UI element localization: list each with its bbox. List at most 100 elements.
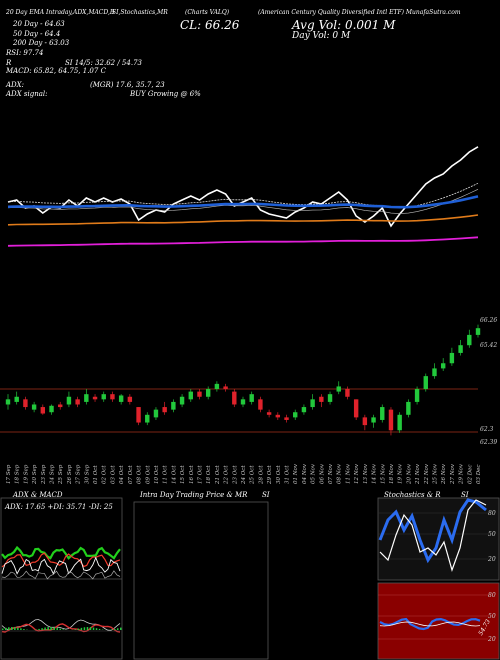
date-tick-label: 17 Sep [6,464,12,484]
candle-body [293,412,298,418]
buy-signal: BUY Growing @ 6% [130,90,201,98]
candle-body [362,417,368,426]
date-tick-label: 26 Nov [441,463,447,485]
adx-panel-title: ADX & MACD [13,491,63,499]
date-tick-label: 26 Sep [67,464,73,485]
macd-histogram-bar [17,627,19,630]
macd-histogram-bar [14,627,16,630]
candle-body [153,409,159,418]
candle-body [49,405,54,413]
candle-body [475,328,481,335]
price-line [7,146,479,228]
ema100-line [7,214,479,226]
date-tick-label: 29 Oct [267,465,273,485]
candle-body [31,404,37,410]
candle-body [319,396,324,402]
header-line1-name: (American Century Quality Diversified In… [258,9,461,16]
candle-body [240,399,246,405]
candle-body [310,399,315,408]
date-tick-label: 27 Sep [76,464,82,485]
date-tick-label: 18 Nov [389,463,395,484]
stoch-level-50: 50 [488,531,496,538]
macd-histogram-bar [11,627,13,630]
macd-histogram-bar [83,627,86,630]
macd-histogram-bar [41,628,43,630]
price-label-low: 62.39 [480,439,498,446]
header-line1-chart: (Charts VALQ) [185,9,230,16]
date-tick-label: 02 Oct [102,465,108,484]
adx-line [1,556,121,575]
date-tick-label: 14 Oct [171,465,177,484]
adx-signal-label: ADX signal: [6,90,48,98]
date-tick-label: 28 Oct [258,465,264,485]
macd-histogram-bar [20,628,22,630]
ma20-label: 20 Day - 64.63 [13,20,65,28]
date-tick-label: 13 Nov [363,463,369,484]
date-tick-label: 04 Nov [302,463,308,484]
date-tick-label: 07 Oct [128,465,134,484]
candle-body [118,395,124,402]
ma50-label: 50 Day - 64.4 [13,30,61,38]
candle-body [371,417,376,423]
candle-body [345,389,350,397]
macd-histogram-bar [53,627,55,630]
macd-histogram-bar [2,628,4,630]
date-tick-label: 08 Oct [137,465,143,484]
rsi-line [379,617,481,631]
candle-body [179,396,185,405]
candle-body [136,407,141,423]
price-label-high: 66.26 [480,317,498,324]
date-tick-label: 25 Nov [433,463,439,485]
date-tick-label: 01 Oct [93,465,99,484]
candle-body [5,399,11,405]
date-tick-label: 07 Nov [328,463,334,484]
candle-body [127,396,133,402]
candle-body [197,391,202,397]
rsi-level-80: 80 [488,592,496,599]
macd-histogram-bar [120,627,122,630]
intraday-panel-si: SI [262,491,270,499]
macd-histogram-bar [89,627,92,630]
macd-histogram-bar [62,629,65,630]
candle-body [275,414,281,418]
candle-body [380,407,385,420]
ma200-label: 200 Day - 63.03 [13,39,70,47]
adx-values: (MGR) 17.6, 35.7, 23 [90,81,165,89]
macd-histogram-bar [50,627,52,630]
candle-body [75,399,80,405]
r-label: R [6,59,12,67]
macd-histogram-bar [44,627,46,630]
macd-histogram-bar [92,627,95,630]
candle-body [249,394,254,402]
candle-body [440,363,446,369]
candle-body [92,396,98,400]
candle-body [388,409,394,431]
candle-body [423,376,428,390]
candle-body [84,394,89,402]
date-tick-label: 08 Nov [337,463,343,484]
ema50-line [7,195,479,209]
candle-body [284,417,289,420]
stoch-level-20: 20 [488,556,496,563]
adx-readout: ADX: 17.65 +DI: 35.71 -DI: 25 [5,503,113,511]
candle-body [458,345,463,353]
minus-di-line [1,552,121,568]
macd-histogram-bar [95,628,98,630]
date-tick-label: 30 Oct [276,465,282,484]
candle-body [301,407,307,413]
candle-body [101,394,106,400]
date-tick-label: 19 Sep [23,464,29,484]
date-tick-label: 24 Sep [50,464,56,485]
candle-body [58,404,63,408]
macd-signal-line [1,623,121,633]
avg-volume: Avg Vol: 0.001 M [292,18,396,32]
price-label-upper: 65.42 [480,342,498,349]
header-line1-mid: SI,Stochastics,MR [112,9,168,16]
date-tick-label: 14 Nov [372,463,378,484]
macd-histogram-bar [74,629,77,630]
candle-body [353,399,359,418]
macd-histogram-bar [5,627,7,630]
header-line1-left: 20 Day EMA Intraday,ADX,MACD,B [6,9,115,16]
